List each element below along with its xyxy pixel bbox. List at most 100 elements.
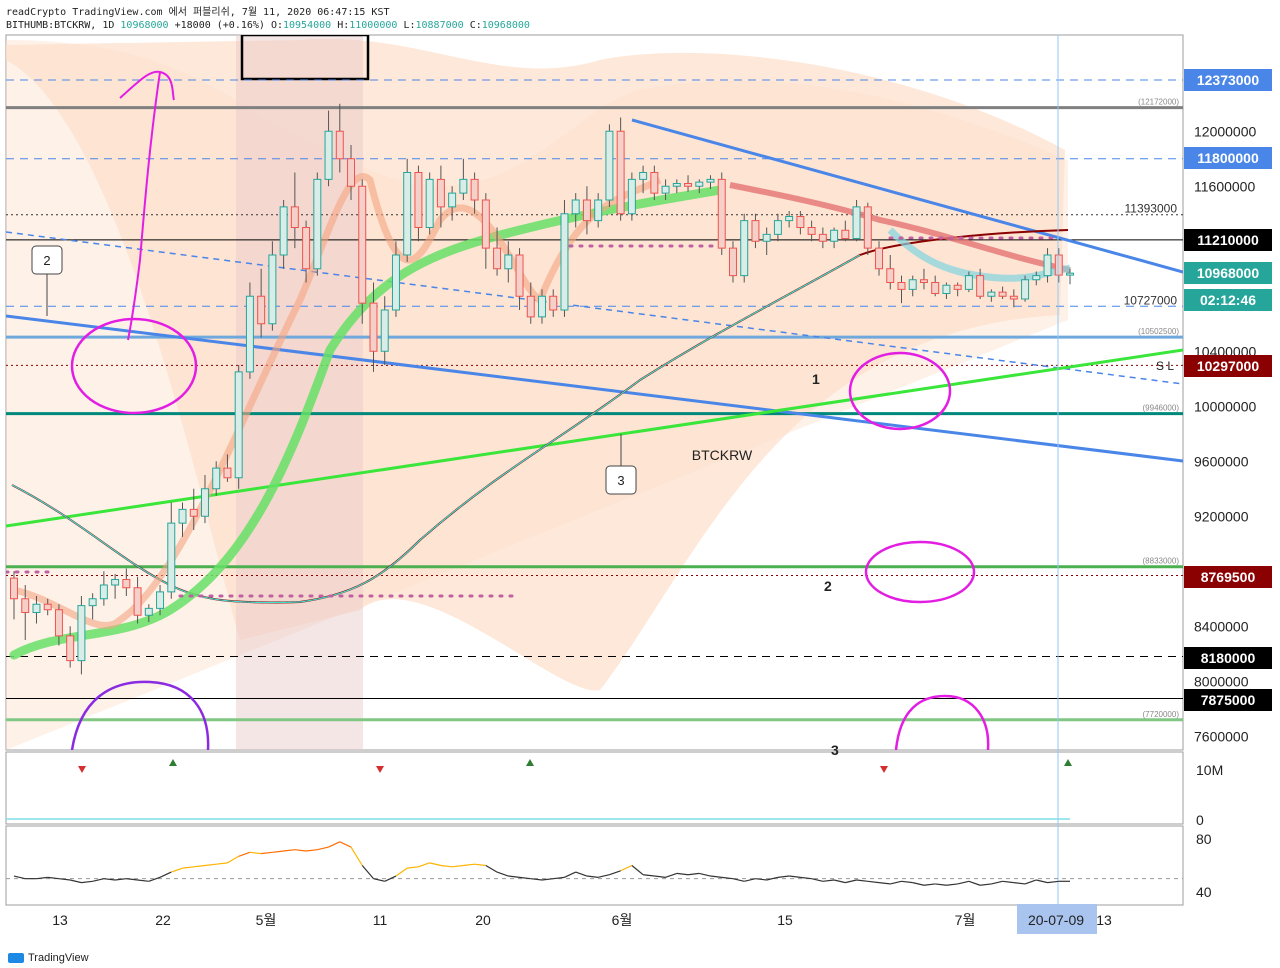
callout-3-label: 3 — [617, 473, 624, 488]
sl-label: S L — [1156, 359, 1174, 373]
candle — [156, 585, 165, 616]
candle — [1054, 248, 1063, 283]
price-tag: 11210000 — [1184, 229, 1272, 251]
marked-box — [240, 35, 370, 81]
rsi-segment — [541, 878, 554, 881]
candle — [740, 213, 749, 283]
rsi-segment — [92, 878, 105, 882]
candle-body — [302, 227, 311, 270]
candle — [144, 604, 153, 623]
x-tick-label: 6월 — [612, 912, 633, 928]
signal-marker-down — [376, 766, 384, 773]
price-tag: 11800000 — [1184, 147, 1272, 169]
open-value: 10954000 — [283, 20, 332, 31]
candle — [313, 172, 322, 276]
candle-body — [32, 603, 41, 613]
candle-body — [133, 587, 142, 616]
candle — [538, 289, 546, 324]
candle-body — [1021, 279, 1030, 300]
rsi-segment — [485, 864, 498, 873]
rsi-segment — [755, 878, 767, 881]
candle-body — [313, 178, 322, 270]
candle — [1043, 248, 1052, 283]
candle-body — [10, 577, 18, 600]
price-tag-label: 11800000 — [1197, 150, 1259, 166]
candle-body — [594, 199, 603, 222]
candle — [661, 179, 670, 200]
price-tag: 10297000 — [1184, 355, 1272, 377]
change-label: +18000 (+0.16%) — [174, 20, 265, 31]
rsi-segment — [70, 879, 82, 884]
ohlc-line: BITHUMB:BTCKRW, 1D 10968000 +18000 (+0.1… — [6, 20, 530, 31]
rsi-segment — [811, 878, 823, 882]
price-tag: 8769500 — [1184, 566, 1272, 588]
candle-body — [695, 181, 704, 187]
candle-body — [234, 371, 243, 479]
candle-body — [88, 598, 97, 607]
candle — [830, 227, 839, 249]
candle — [245, 282, 254, 379]
rsi-segment — [474, 863, 486, 867]
candle — [290, 172, 299, 249]
candle — [953, 282, 962, 297]
candle — [751, 213, 760, 249]
candle — [459, 158, 468, 200]
y-tick-label: 11600000 — [1194, 178, 1255, 194]
candle-body — [144, 607, 153, 616]
price-tag-label: 11210000 — [1197, 232, 1259, 248]
series-label: BTCKRW — [692, 447, 753, 463]
candle-body — [605, 130, 614, 201]
candle-body — [290, 206, 299, 228]
candle — [605, 124, 614, 207]
circle-annotation-3 — [864, 540, 976, 604]
candle-body — [66, 635, 75, 662]
callout-3: 3 — [605, 434, 637, 495]
candle-body — [245, 295, 254, 373]
rsi-segment — [598, 874, 610, 878]
rsi-segment — [148, 876, 161, 882]
x-tick-label: 22 — [155, 912, 171, 928]
price-tag: 8180000 — [1184, 647, 1272, 669]
annotation-3: 3 — [831, 742, 839, 758]
candle-body — [841, 229, 850, 239]
candle-body — [200, 488, 209, 517]
rsi-segment — [845, 879, 857, 884]
rsi-segment — [103, 878, 116, 881]
candle — [526, 282, 535, 324]
x-cursor-tag-bg — [1017, 904, 1097, 934]
candle-body — [1043, 254, 1052, 277]
rsi-segment — [721, 876, 734, 880]
candle — [1066, 268, 1074, 285]
candle-body — [740, 220, 749, 277]
candle — [223, 454, 232, 482]
blue-trendline-upper — [631, 118, 1183, 274]
rsi-segment — [407, 866, 419, 869]
candle-body — [77, 605, 86, 662]
price-layer: 23 — [6, 35, 1183, 750]
candle-body — [448, 192, 457, 208]
candle — [212, 461, 221, 496]
candle-body — [684, 183, 693, 187]
candle-body — [324, 130, 333, 180]
candle-body — [650, 172, 659, 194]
rsi-segment — [350, 846, 363, 866]
rsi-segment — [676, 872, 689, 876]
candle — [931, 275, 940, 297]
ma-green-band — [9, 185, 725, 660]
candle — [762, 227, 771, 255]
rsi-segment — [81, 880, 93, 884]
rsi-segment — [1047, 880, 1059, 884]
price-tag-bg — [1184, 69, 1272, 91]
candle — [785, 211, 794, 228]
rsi-segment — [564, 871, 576, 878]
candle-body — [369, 302, 378, 352]
circle-annotation-1 — [70, 317, 198, 415]
candle — [976, 268, 985, 299]
candle — [403, 158, 412, 262]
candle-body — [1032, 275, 1041, 281]
candle-body — [167, 522, 176, 593]
rsi-segment — [204, 863, 217, 867]
y-tick-label: 7600000 — [1194, 728, 1249, 744]
candle-body — [931, 282, 940, 294]
